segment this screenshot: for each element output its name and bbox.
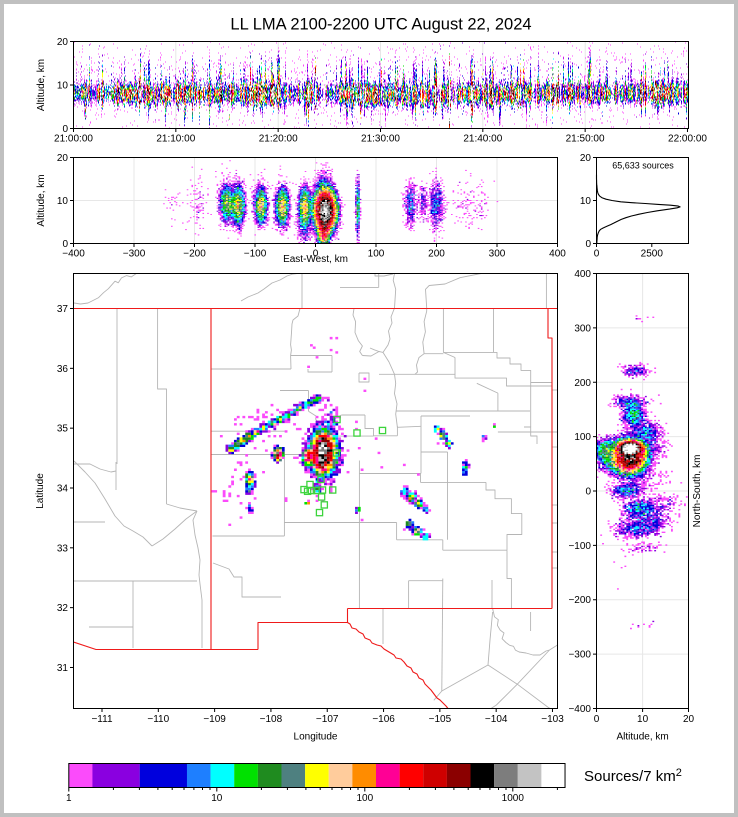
svg-text:10: 10 (57, 196, 69, 207)
svg-text:200: 200 (574, 378, 591, 389)
svg-text:−400: −400 (568, 704, 591, 715)
svg-text:33: 33 (57, 543, 69, 554)
svg-text:100: 100 (368, 249, 385, 260)
svg-text:Altitude, km: Altitude, km (36, 59, 47, 111)
svg-text:−300: −300 (568, 650, 591, 661)
svg-text:22:00:00: 22:00:00 (668, 134, 707, 145)
svg-text:20: 20 (57, 37, 69, 48)
svg-text:21:40:00: 21:40:00 (463, 134, 502, 145)
svg-text:20: 20 (57, 153, 69, 164)
svg-text:0: 0 (594, 249, 600, 260)
svg-text:200: 200 (428, 249, 445, 260)
svg-text:10: 10 (637, 714, 649, 725)
svg-text:Altitude, km: Altitude, km (36, 174, 47, 226)
svg-text:LL LMA 2100-2200 UTC August 22: LL LMA 2100-2200 UTC August 22, 2024 (230, 16, 531, 34)
svg-text:Altitude, km: Altitude, km (616, 732, 668, 743)
svg-text:0: 0 (313, 249, 319, 260)
svg-text:Longitude: Longitude (294, 732, 338, 743)
svg-text:−300: −300 (123, 249, 146, 260)
svg-text:0: 0 (62, 124, 68, 135)
svg-text:100: 100 (574, 432, 591, 443)
svg-text:400: 400 (549, 249, 566, 260)
svg-text:Latitude: Latitude (35, 473, 46, 509)
svg-text:−105: −105 (429, 714, 452, 725)
svg-text:65,633 sources: 65,633 sources (612, 161, 674, 171)
svg-text:20: 20 (580, 153, 592, 164)
svg-text:−200: −200 (183, 249, 206, 260)
svg-text:1: 1 (66, 793, 72, 804)
svg-text:21:50:00: 21:50:00 (566, 134, 605, 145)
svg-text:34: 34 (57, 484, 69, 495)
svg-text:10: 10 (580, 196, 592, 207)
svg-text:−100: −100 (244, 249, 267, 260)
svg-text:−109: −109 (203, 714, 226, 725)
svg-text:North-South, km: North-South, km (692, 455, 703, 528)
svg-text:10: 10 (57, 81, 69, 92)
svg-text:10: 10 (211, 793, 223, 804)
svg-text:0: 0 (594, 714, 600, 725)
svg-text:31: 31 (57, 663, 69, 674)
svg-text:37: 37 (57, 304, 69, 315)
svg-text:1000: 1000 (502, 793, 525, 804)
svg-text:0: 0 (585, 239, 591, 250)
svg-text:21:00:00: 21:00:00 (54, 134, 93, 145)
svg-text:32: 32 (57, 603, 69, 614)
svg-text:East-West, km: East-West, km (283, 254, 348, 265)
svg-text:−100: −100 (568, 541, 591, 552)
svg-text:20: 20 (683, 714, 695, 725)
svg-text:21:20:00: 21:20:00 (259, 134, 298, 145)
svg-text:−103: −103 (541, 714, 564, 725)
svg-text:−110: −110 (147, 714, 169, 725)
svg-text:35: 35 (57, 424, 69, 435)
svg-text:−107: −107 (316, 714, 339, 725)
svg-text:−200: −200 (568, 595, 591, 606)
svg-text:0: 0 (62, 239, 68, 250)
svg-text:0: 0 (585, 487, 591, 498)
svg-text:100: 100 (356, 793, 373, 804)
svg-text:Sources/7 km2: Sources/7 km2 (584, 767, 682, 785)
svg-text:−400: −400 (62, 249, 85, 260)
svg-text:300: 300 (574, 323, 591, 334)
svg-text:21:10:00: 21:10:00 (156, 134, 195, 145)
svg-text:400: 400 (574, 269, 591, 280)
svg-text:2500: 2500 (641, 249, 664, 260)
svg-text:21:30:00: 21:30:00 (361, 134, 400, 145)
svg-text:−111: −111 (91, 714, 112, 725)
svg-text:36: 36 (57, 364, 69, 375)
svg-text:−106: −106 (372, 714, 395, 725)
svg-text:−108: −108 (260, 714, 283, 725)
svg-text:300: 300 (489, 249, 506, 260)
svg-text:−104: −104 (485, 714, 508, 725)
